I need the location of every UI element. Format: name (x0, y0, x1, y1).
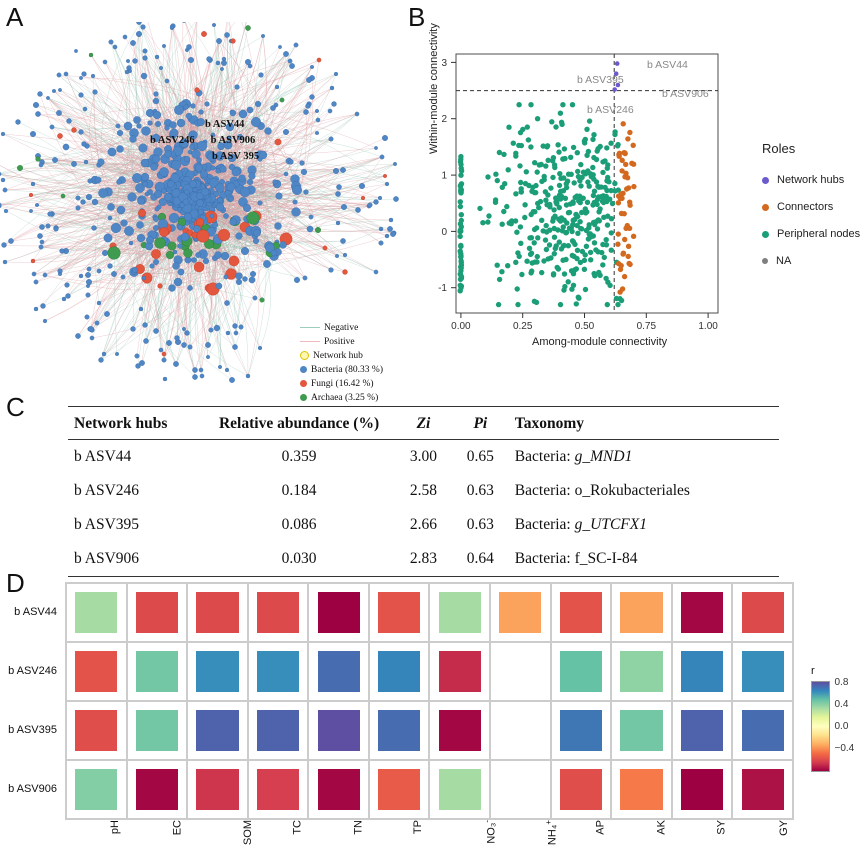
svg-text:0.25: 0.25 (513, 321, 533, 332)
svg-text:0: 0 (441, 227, 447, 238)
svg-text:-1: -1 (438, 283, 447, 294)
svg-text:2: 2 (441, 114, 447, 125)
svg-text:0.50: 0.50 (575, 321, 595, 332)
svg-text:0.00: 0.00 (451, 321, 471, 332)
svg-text:3: 3 (441, 58, 447, 69)
svg-text:0.75: 0.75 (637, 321, 657, 332)
svg-text:1.00: 1.00 (698, 321, 718, 332)
svg-text:1: 1 (441, 171, 447, 182)
